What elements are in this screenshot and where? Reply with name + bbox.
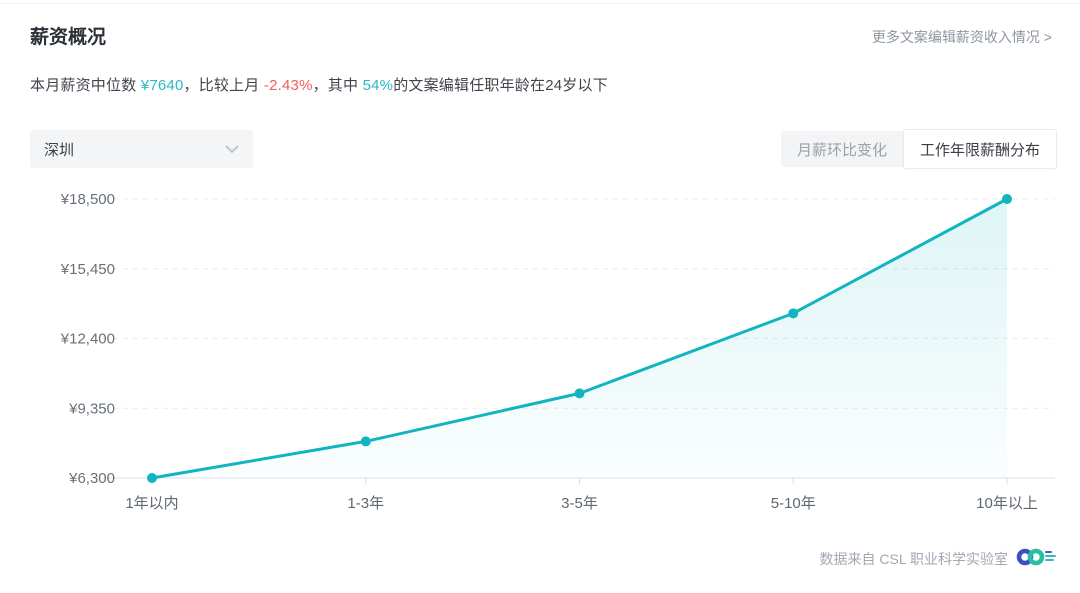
x-axis-tick-label: 10年以上: [976, 495, 1038, 512]
chart-canvas: ¥6,300 ¥9,350 ¥12,400 ¥15,450 ¥18,500 1年以内 1-3…: [60, 191, 1055, 512]
salary-line-chart: ¥6,300 ¥9,350 ¥12,400 ¥15,450 ¥18,500 1年以内 1-3…: [0, 185, 1080, 525]
more-salary-info-link[interactable]: 更多文案编辑薪资收入情况 >: [871, 29, 1052, 45]
x-axis-tick-label: 5-10年: [771, 495, 816, 512]
tab-experience-distribution[interactable]: 工作年限薪酬分布: [902, 129, 1057, 169]
chevron-down-icon: [225, 144, 239, 153]
y-axis-tick-label: ¥18,500: [60, 191, 115, 208]
age-percent-value: 54%: [362, 77, 394, 94]
card-top-border: [0, 3, 1080, 4]
y-axis-tick-label: ¥15,450: [60, 261, 115, 278]
month-over-month-delta: -2.43%: [263, 77, 313, 94]
x-axis-tick-label: 3-5年: [561, 495, 598, 512]
salary-summary: 本月薪资中位数 ¥7640，比较上月 -2.43%，其中 54%的文案编辑任职年…: [30, 74, 608, 95]
y-axis-tick-label: ¥12,400: [60, 331, 115, 348]
city-dropdown[interactable]: 深圳: [30, 130, 253, 168]
x-axis-tick-label: 1-3年: [347, 495, 384, 512]
y-axis-tick-label: ¥9,350: [68, 400, 115, 417]
data-source-text: 数据来自 CSL 职业科学实验室: [819, 551, 1009, 567]
data-point[interactable]: [1002, 194, 1012, 204]
data-point[interactable]: [147, 473, 157, 483]
summary-mid1: ，比较上月: [183, 77, 264, 94]
csl-lab-logo-icon: [1016, 548, 1056, 566]
summary-mid2: ，其中: [312, 77, 363, 94]
data-point[interactable]: [574, 388, 585, 399]
data-source-footer: 数据来自 CSL 职业科学实验室: [820, 546, 1059, 572]
page-title: 薪资概况: [30, 27, 107, 48]
median-salary-value: ¥7640: [140, 77, 184, 94]
summary-prefix: 本月薪资中位数: [30, 77, 141, 94]
x-axis-tick-label: 1年以内: [125, 495, 178, 512]
summary-suffix: 的文案编辑任职年龄在24岁以下: [393, 77, 608, 94]
city-dropdown-value: 深圳: [44, 141, 75, 159]
data-point[interactable]: [360, 436, 371, 447]
y-axis-tick-label: ¥6,300: [68, 470, 115, 487]
data-point[interactable]: [788, 308, 799, 319]
chart-mode-tabs: 月薪环比变化 工作年限薪酬分布: [780, 129, 1057, 169]
tab-monthly-change[interactable]: 月薪环比变化: [796, 141, 887, 159]
area-fill: [152, 199, 1007, 478]
